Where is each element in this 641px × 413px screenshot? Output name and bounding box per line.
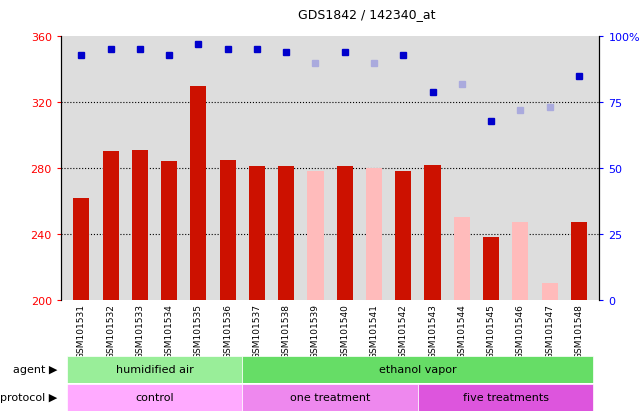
Bar	[73, 198, 90, 300]
Text: GSM101544: GSM101544	[457, 304, 466, 358]
Bar	[190, 86, 206, 300]
Bar	[242, 356, 594, 383]
Text: ethanol vapor: ethanol vapor	[379, 364, 457, 375]
Bar	[161, 162, 177, 300]
Bar	[418, 384, 594, 411]
Text: GSM101545: GSM101545	[487, 304, 495, 358]
Text: five treatments: five treatments	[463, 392, 549, 403]
Text: humidified air: humidified air	[115, 364, 194, 375]
Bar	[220, 160, 236, 300]
Bar	[424, 165, 440, 300]
Bar	[542, 283, 558, 300]
Text: one treatment: one treatment	[290, 392, 370, 403]
Text: GSM101541: GSM101541	[369, 304, 378, 358]
Text: GSM101537: GSM101537	[253, 304, 262, 358]
Text: GSM101535: GSM101535	[194, 304, 203, 358]
Bar	[512, 223, 528, 300]
Text: GSM101538: GSM101538	[282, 304, 291, 358]
Text: GSM101531: GSM101531	[77, 304, 86, 358]
Bar	[454, 218, 470, 300]
Bar	[395, 172, 412, 300]
Text: GSM101547: GSM101547	[545, 304, 554, 358]
Bar	[67, 356, 242, 383]
Bar	[67, 384, 242, 411]
Text: GDS1842 / 142340_at: GDS1842 / 142340_at	[298, 8, 436, 21]
Bar	[483, 237, 499, 300]
Bar	[242, 384, 418, 411]
Text: GSM101539: GSM101539	[311, 304, 320, 358]
Text: GSM101543: GSM101543	[428, 304, 437, 358]
Text: GSM101546: GSM101546	[516, 304, 525, 358]
Bar	[570, 223, 587, 300]
Bar	[132, 150, 148, 300]
Bar	[249, 167, 265, 300]
Bar	[366, 169, 382, 300]
Text: GSM101536: GSM101536	[223, 304, 232, 358]
Text: GSM101534: GSM101534	[165, 304, 174, 358]
Text: control: control	[135, 392, 174, 403]
Text: GSM101540: GSM101540	[340, 304, 349, 358]
Bar	[103, 152, 119, 300]
Bar	[278, 167, 294, 300]
Bar	[337, 167, 353, 300]
Text: GSM101532: GSM101532	[106, 304, 115, 358]
Text: GSM101548: GSM101548	[574, 304, 583, 358]
Bar	[308, 172, 324, 300]
Text: agent ▶: agent ▶	[13, 364, 58, 375]
Text: GSM101542: GSM101542	[399, 304, 408, 358]
Text: GSM101533: GSM101533	[135, 304, 144, 358]
Text: protocol ▶: protocol ▶	[1, 392, 58, 403]
